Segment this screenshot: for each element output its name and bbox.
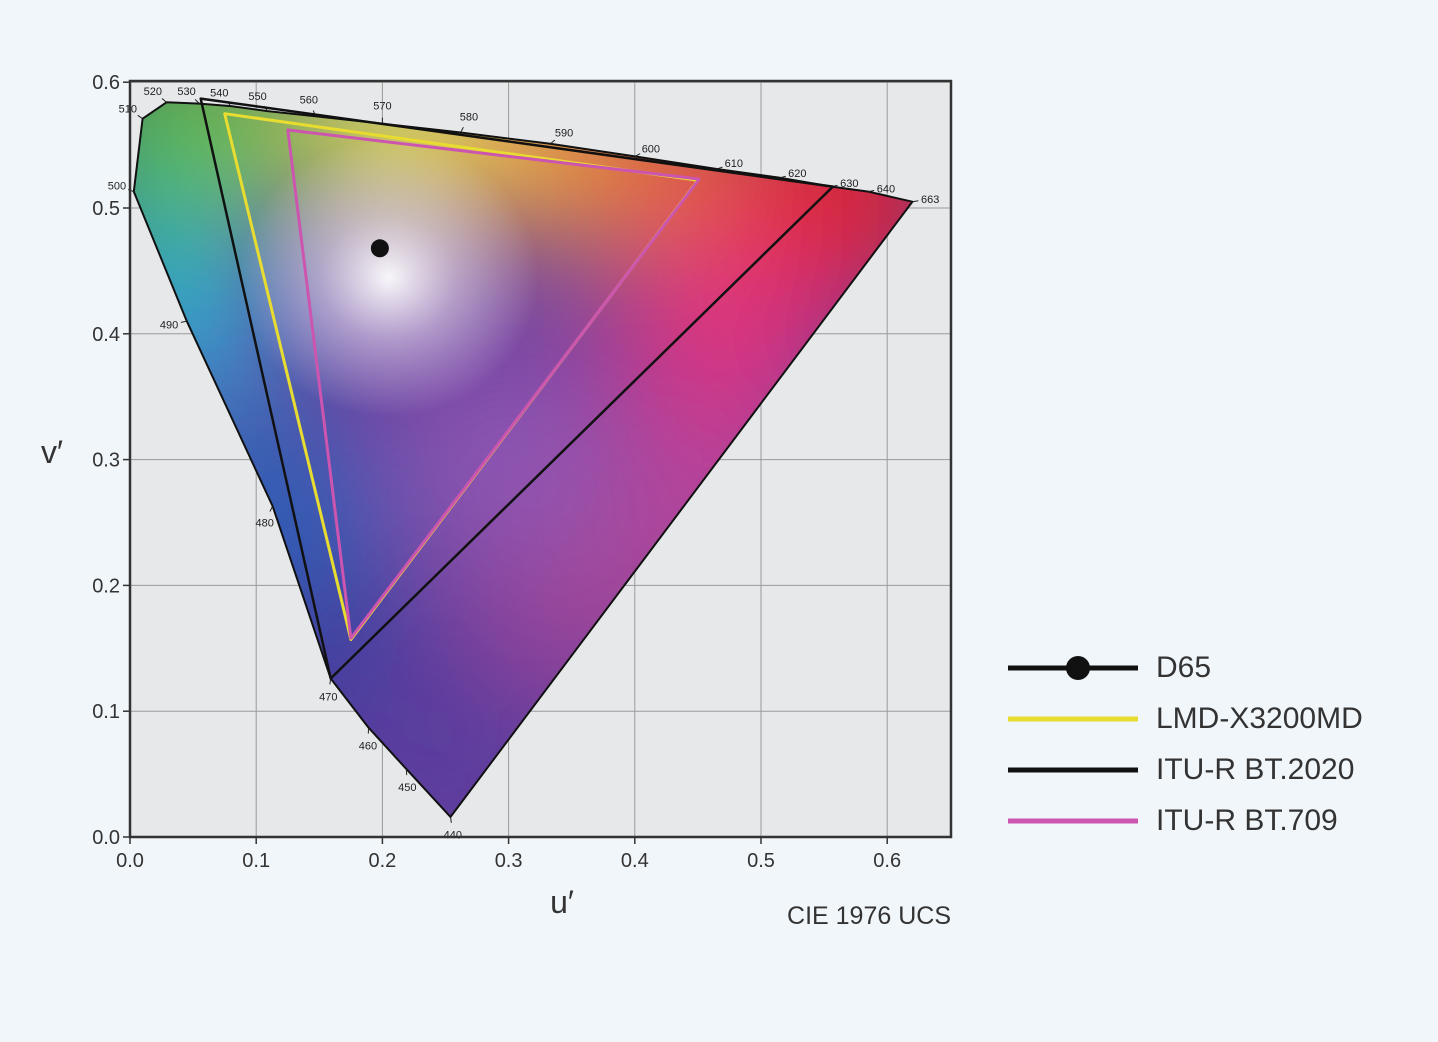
- wavelength-tick: [549, 139, 556, 145]
- axis-ticks: 0.0 0.1 0.2 0.3 0.4 0.5 0.6 0.0 0.1 0.2 0.3 0.4 0.5 0…: [92, 72, 901, 872]
- wavelength-tick: [450, 816, 452, 823]
- legend-swatch-bt709: [1008, 818, 1138, 823]
- legend: D65 LMD-X3200MD ITU-R BT.2020 ITU-R BT.7…: [1008, 642, 1428, 846]
- y-axis-label: v′: [41, 434, 63, 470]
- gamut-triangle-3: [286, 128, 701, 640]
- y-tick-label: 0.3: [92, 450, 120, 472]
- x-tick-label: 0.4: [621, 850, 649, 872]
- legend-item-bt709: ITU-R BT.709: [1008, 795, 1428, 846]
- wavelength-tick: [868, 190, 875, 193]
- legend-label-bt2020: ITU-R BT.2020: [1156, 752, 1355, 786]
- wavelength-label: 540: [210, 87, 228, 99]
- wavelength-label: 510: [119, 103, 137, 115]
- wavelength-tick: [460, 126, 464, 133]
- wavelength-tick: [912, 200, 919, 203]
- y-tick-label: 0.1: [92, 701, 120, 723]
- y-tick-label: 0.2: [92, 575, 120, 597]
- x-tick-label: 0.0: [116, 850, 144, 872]
- y-tick-label: 0.6: [92, 72, 120, 94]
- legend-item-d65: D65: [1008, 642, 1428, 693]
- wavelength-label: 500: [108, 180, 126, 192]
- wavelength-label: 590: [555, 127, 573, 139]
- legend-label-lmd: LMD-X3200MD: [1156, 701, 1363, 735]
- wavelength-label: 520: [144, 86, 162, 98]
- x-axis-label: u′: [550, 884, 574, 920]
- wavelength-label: 490: [160, 320, 178, 332]
- x-tick-label: 0.1: [242, 850, 270, 872]
- wavelength-label: 550: [248, 91, 266, 103]
- wavelength-label: 480: [255, 517, 273, 529]
- wavelength-label: 580: [460, 112, 478, 124]
- y-tick-label: 0.0: [92, 827, 120, 849]
- wavelength-tick: [180, 320, 187, 323]
- legend-swatch-lmd: [1008, 716, 1138, 721]
- y-tick-label: 0.5: [92, 198, 120, 220]
- wavelength-label: 470: [319, 691, 337, 703]
- x-tick-label: 0.3: [495, 850, 523, 872]
- wavelength-tick: [269, 505, 274, 512]
- legend-label-d65: D65: [1156, 650, 1212, 684]
- wavelength-label: 630: [840, 178, 858, 190]
- legend-swatch-bt2020: [1008, 767, 1138, 772]
- white-point-marker: [370, 239, 389, 258]
- wavelength-label: 600: [642, 143, 660, 155]
- x-tick-label: 0.6: [873, 850, 901, 872]
- wavelength-tick: [716, 166, 723, 170]
- wavelength-label: 570: [373, 101, 391, 113]
- y-tick-label: 0.4: [92, 324, 120, 346]
- wavelength-label: 620: [788, 168, 806, 180]
- gamut-triangle-2: [199, 97, 835, 680]
- wavelength-tick: [137, 114, 143, 120]
- x-tick-label: 0.2: [368, 850, 396, 872]
- wavelength-tick: [634, 153, 641, 157]
- wavelength-tick: [161, 98, 167, 103]
- wavelength-label: 560: [300, 94, 318, 106]
- wavelength-label: 610: [725, 158, 743, 170]
- diagram-footer-label: CIE 1976 UCS: [787, 902, 951, 930]
- wavelength-label: 530: [177, 86, 195, 98]
- wavelength-tick: [779, 175, 786, 179]
- wavelength-tick: [194, 99, 200, 104]
- legend-label-bt709: ITU-R BT.709: [1156, 803, 1338, 837]
- legend-item-bt2020: ITU-R BT.2020: [1008, 744, 1428, 795]
- legend-item-lmd: LMD-X3200MD: [1008, 693, 1428, 744]
- wavelength-label: 640: [877, 183, 895, 195]
- gamut-series: [199, 97, 835, 680]
- wavelength-label: 663: [921, 194, 939, 206]
- legend-swatch-d65: [1008, 655, 1138, 680]
- x-tick-label: 0.5: [747, 850, 775, 872]
- wavelength-label: 440: [444, 830, 462, 842]
- wavelength-label: 450: [398, 782, 416, 794]
- wavelength-label: 460: [359, 741, 377, 753]
- wavelength-labels: 440 450 460 470 480 490 500 510 520 530 540 550 560 5…: [108, 86, 940, 842]
